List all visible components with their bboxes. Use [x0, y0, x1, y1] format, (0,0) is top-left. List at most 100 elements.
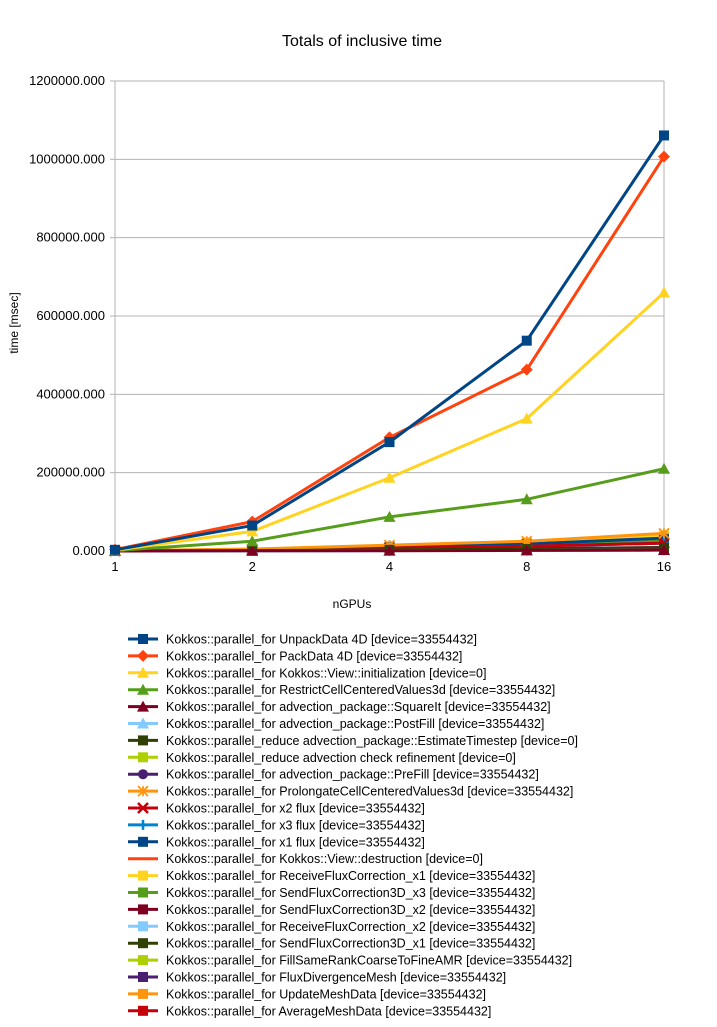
data-point-triangle	[137, 700, 149, 712]
series-line	[114, 155, 666, 552]
data-point-diamond	[520, 363, 533, 376]
legend-label: Kokkos::parallel_for advection_package::…	[166, 700, 551, 714]
data-point-diamond	[658, 150, 670, 163]
x-tick-label: 4	[386, 559, 393, 574]
legend-item: Kokkos::parallel_reduce advection_packag…	[128, 734, 578, 748]
data-point-triangle	[658, 462, 670, 474]
legend-item: Kokkos::parallel_for AverageMeshData [de…	[128, 1004, 491, 1018]
data-point-triangle	[383, 510, 396, 522]
x-tick-label: 1	[111, 559, 118, 574]
legend-item: Kokkos::parallel_for x2 flux [device=335…	[128, 802, 425, 816]
legend-label: Kokkos::parallel_for x2 flux [device=335…	[166, 802, 425, 816]
data-point-asterisk	[137, 785, 149, 797]
data-point-square	[110, 544, 120, 555]
data-point-square	[138, 955, 148, 966]
legend-item: Kokkos::parallel_for Kokkos::View::initi…	[128, 666, 486, 680]
data-point-square	[138, 938, 148, 949]
data-point-diamond	[137, 649, 149, 662]
data-point-triangle	[383, 544, 396, 556]
data-point-triangle	[520, 412, 533, 424]
legend-item: Kokkos::parallel_for UpdateMeshData [dev…	[128, 987, 486, 1001]
legend-label: Kokkos::parallel_for SendFluxCorrection3…	[166, 937, 535, 951]
legend-label: Kokkos::parallel_for SendFluxCorrection3…	[166, 903, 535, 917]
data-point-square	[138, 972, 148, 982]
data-point-triangle	[137, 666, 149, 678]
y-tick-label: 1000000.000	[29, 151, 105, 166]
series	[109, 462, 670, 556]
legend-label: Kokkos::parallel_for advection_package::…	[166, 717, 544, 731]
x-tick-label: 16	[657, 559, 671, 574]
data-point-triangle	[520, 544, 533, 556]
y-axis-label: time [msec]	[7, 292, 21, 353]
series	[109, 150, 670, 556]
legend-label: Kokkos::parallel_for advection_package::…	[166, 768, 539, 782]
y-tick-label: 0.000	[72, 543, 105, 558]
legend-label: Kokkos::parallel_reduce advection_packag…	[166, 734, 578, 748]
legend-label: Kokkos::parallel_for Kokkos::View::initi…	[166, 666, 486, 680]
data-point-square	[138, 988, 148, 999]
data-point-square	[659, 130, 669, 141]
data-point-square	[138, 870, 148, 881]
legend-label: Kokkos::parallel_for ReceiveFluxCorrecti…	[166, 869, 535, 883]
data-point-square	[247, 520, 258, 531]
legend-item: Kokkos::parallel_for ProlongateCellCente…	[128, 785, 573, 799]
legend-item: Kokkos::parallel_for RestrictCellCentere…	[128, 683, 555, 697]
legend-item: Kokkos::parallel_for x1 flux [device=335…	[128, 835, 425, 849]
series-layer	[109, 130, 670, 557]
legend-label: Kokkos::parallel_for UnpackData 4D [devi…	[166, 633, 477, 647]
data-point-triangle	[246, 525, 259, 537]
data-point-triangle	[520, 493, 533, 505]
data-point-triangle	[137, 683, 149, 695]
y-tick-label: 600000.000	[36, 308, 105, 323]
legend-label: Kokkos::parallel_for Kokkos::View::destr…	[166, 852, 483, 866]
data-point-triangle	[246, 535, 259, 547]
axes	[110, 80, 665, 556]
data-point-triangle	[658, 286, 670, 298]
legend-item: Kokkos::parallel_for SendFluxCorrection3…	[128, 937, 535, 951]
data-point-triangle	[246, 544, 259, 556]
data-point-square	[138, 735, 148, 746]
data-point-triangle	[137, 717, 149, 729]
legend-item: Kokkos::parallel_for SendFluxCorrection3…	[128, 903, 535, 917]
legend-item: Kokkos::parallel_for Kokkos::View::destr…	[128, 852, 483, 866]
grid	[115, 80, 665, 552]
legend-label: Kokkos::parallel_for FillSameRankCoarseT…	[166, 954, 572, 968]
legend-label: Kokkos::parallel_for PackData 4D [device…	[166, 649, 462, 663]
data-point-x	[137, 802, 149, 814]
y-tick-label: 200000.000	[36, 465, 105, 480]
legend-item: Kokkos::parallel_for SendFluxCorrection3…	[128, 886, 535, 900]
tick-labels: 0.000 200000.000 400000.000 600000.000 80000…	[29, 73, 671, 574]
legend-item: Kokkos::parallel_for UnpackData 4D [devi…	[128, 633, 477, 647]
chart-title: Totals of inclusive time	[282, 33, 442, 50]
data-point-square	[138, 887, 148, 898]
legend-label: Kokkos::parallel_for AverageMeshData [de…	[166, 1004, 491, 1018]
data-point-triangle	[658, 544, 670, 556]
legend-item: Kokkos::parallel_for advection_package::…	[128, 717, 544, 731]
data-point-plus	[138, 819, 148, 830]
legend-label: Kokkos::parallel_for x3 flux [device=335…	[166, 818, 425, 832]
legend-item: Kokkos::parallel_for FluxDivergenceMesh …	[128, 971, 506, 985]
x-tick-label: 2	[249, 559, 256, 574]
legend-item: Kokkos::parallel_for PackData 4D [device…	[128, 649, 462, 663]
data-point-asterisk	[658, 527, 670, 540]
data-point-square	[138, 752, 148, 763]
x-axis-label: nGPUs	[333, 597, 372, 611]
legend-label: Kokkos::parallel_for RestrictCellCentere…	[166, 683, 555, 697]
data-point-circle	[138, 769, 148, 780]
legend-item: Kokkos::parallel_for ReceiveFluxCorrecti…	[128, 920, 535, 934]
data-point-square	[521, 335, 532, 346]
legend-item: Kokkos::parallel_for ReceiveFluxCorrecti…	[128, 869, 535, 883]
legend: Kokkos::parallel_for UnpackData 4D [devi…	[128, 633, 578, 1018]
series	[110, 130, 669, 555]
legend-item: Kokkos::parallel_for advection_package::…	[128, 768, 539, 782]
data-point-asterisk	[521, 535, 533, 547]
data-point-square	[138, 904, 148, 915]
legend-item: Kokkos::parallel_reduce advection check …	[128, 751, 516, 765]
data-point-square	[138, 1005, 148, 1016]
legend-item: Kokkos::parallel_for advection_package::…	[128, 700, 551, 714]
data-point-square	[138, 921, 148, 932]
legend-label: Kokkos::parallel_for FluxDivergenceMesh …	[166, 971, 506, 985]
legend-item: Kokkos::parallel_for x3 flux [device=335…	[128, 818, 425, 832]
legend-label: Kokkos::parallel_for ReceiveFluxCorrecti…	[166, 920, 535, 934]
